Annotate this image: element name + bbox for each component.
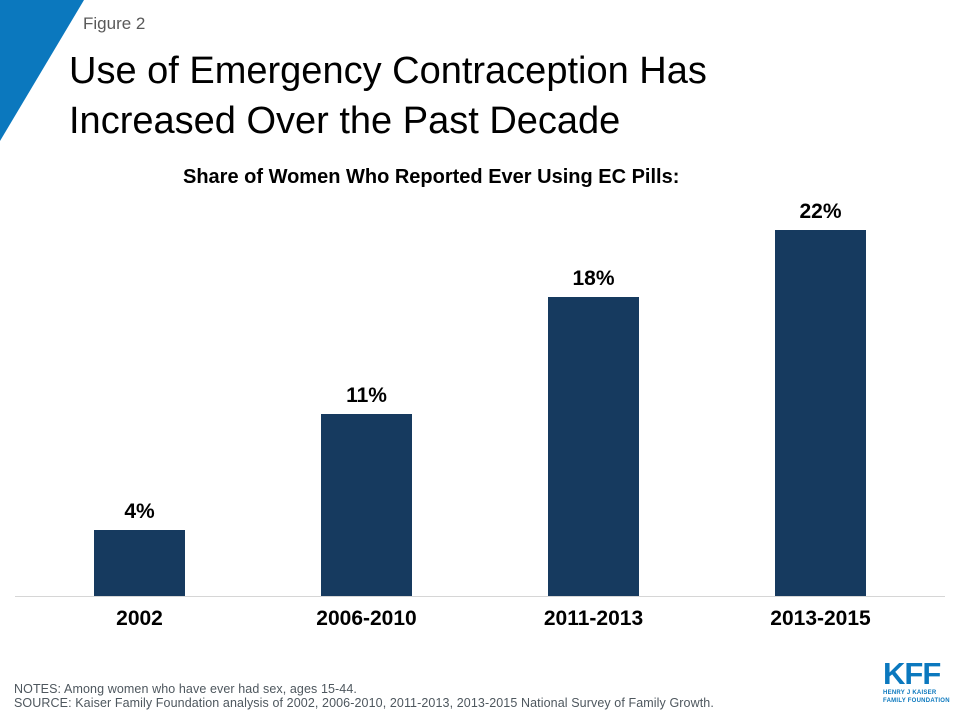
bar [94,530,185,597]
x-axis-category-label: 2013-2015 [770,607,871,630]
slide-title: Use of Emergency Contraception Has Incre… [69,46,707,146]
bar [548,297,639,597]
slide-title-line-2: Increased Over the Past Decade [69,100,621,142]
kff-logo-subtext-line-1: HENRY J KAISER [883,690,937,696]
bar-slot: 18% [480,267,707,597]
x-axis-baseline [15,596,945,597]
kff-logo: KFF HENRY J KAISER FAMILY FOUNDATION [883,658,950,705]
bar-value-label: 22% [799,200,842,223]
bar-slot: 11% [253,384,480,597]
kff-logo-subtext-line-2: FAMILY FOUNDATION [883,697,950,704]
figure-label: Figure 2 [83,14,146,33]
x-axis-category-label: 2002 [116,607,163,630]
footnotes: NOTES: Among women who have ever had sex… [14,682,714,710]
bar-chart: 4% 11% 18% 22% [26,200,934,597]
x-axis-category-label: 2006-2010 [316,607,417,630]
bar-value-label: 4% [124,500,155,523]
chart-title: Share of Women Who Reported Ever Using E… [183,166,680,188]
bar-value-label: 11% [346,384,387,407]
bar-slot: 4% [26,500,253,597]
bar-slot: 22% [707,200,934,597]
slide-title-line-1: Use of Emergency Contraception Has [69,50,707,92]
bar [321,414,412,597]
kff-logo-text: KFF [883,656,941,691]
source-line: SOURCE: Kaiser Family Foundation analysi… [14,696,714,710]
x-axis-category-labels: 2002 2006-2010 2011-2013 2013-2015 [26,607,934,631]
bar [775,230,866,597]
notes-line: NOTES: Among women who have ever had sex… [14,682,357,696]
x-axis-category-label: 2011-2013 [543,607,644,630]
bar-value-label: 18% [572,267,615,290]
